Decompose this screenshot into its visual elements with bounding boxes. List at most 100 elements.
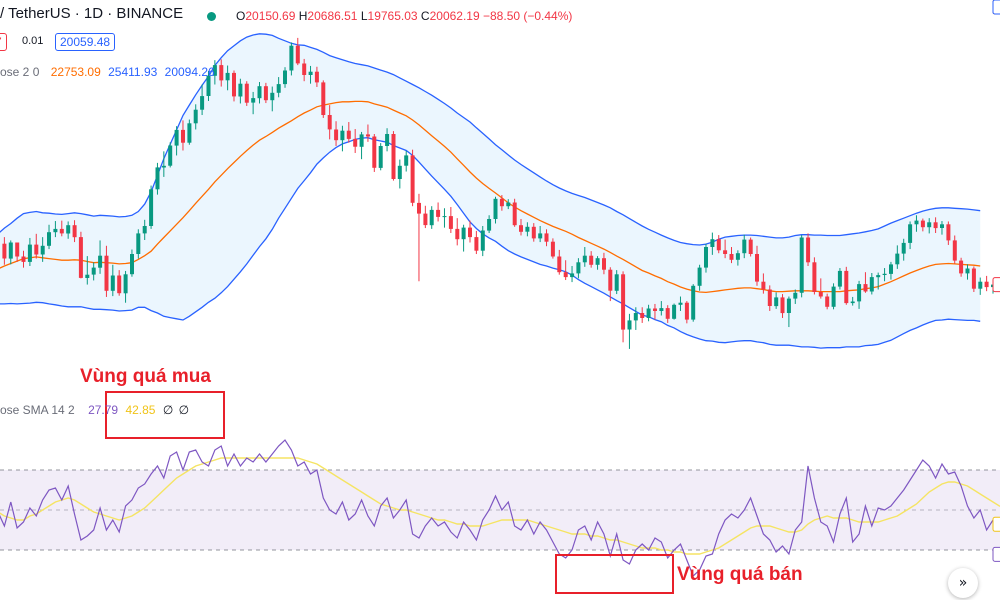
candle-body: [155, 167, 160, 190]
candle-body: [378, 146, 383, 168]
candle-body: [59, 228, 64, 234]
candle-body: [806, 237, 811, 263]
candle-body: [965, 268, 970, 274]
candle-body: [448, 216, 453, 229]
candle-body: [621, 274, 626, 330]
candle: [920, 218, 925, 232]
candle-body: [550, 241, 555, 257]
candle: [455, 218, 460, 246]
candle: [678, 296, 683, 311]
candle: [704, 243, 708, 273]
rsi-scale-marker: [992, 516, 1000, 532]
candle: [850, 296, 855, 306]
candle-body: [959, 260, 964, 274]
candle: [8, 240, 13, 265]
candle: [563, 260, 568, 281]
candle-body: [193, 109, 198, 124]
candle: [487, 215, 492, 233]
candle: [653, 303, 657, 320]
candle-body: [66, 225, 71, 234]
candle-body: [799, 237, 804, 293]
candle-body: [423, 213, 428, 226]
candle-body: [308, 71, 313, 75]
candle: [806, 233, 811, 266]
candle-body: [391, 134, 396, 179]
candle-body: [825, 296, 830, 307]
candle-body: [212, 65, 217, 76]
candle-body: [130, 254, 134, 275]
rsi-panel: [0, 439, 1000, 578]
candle-body: [589, 255, 594, 265]
price-scale-markers: [992, 0, 1000, 562]
candle-body: [493, 198, 498, 219]
rsi-extra-2: ∅: [178, 403, 190, 417]
rsi-legend-label: ose SMA 14 2: [0, 403, 75, 417]
buy-button[interactable]: 20059.48: [55, 33, 116, 51]
candle: [276, 77, 281, 98]
candle-body: [576, 262, 581, 274]
candle-body: [876, 275, 881, 278]
candle-body: [544, 233, 549, 242]
candle-body: [761, 281, 766, 290]
candle-body: [582, 255, 587, 263]
bb-legend[interactable]: ose 2 0 22753.09 25411.93 20094.26: [0, 65, 215, 79]
candle: [531, 223, 536, 242]
candle-body: [499, 198, 504, 207]
candle: [155, 162, 160, 195]
candle: [110, 264, 115, 297]
candle: [308, 65, 313, 84]
candle-body: [971, 268, 976, 289]
candle-body: [295, 45, 300, 64]
candle-body: [8, 242, 13, 259]
scroll-to-realtime-button[interactable]: »: [948, 568, 978, 598]
candle: [889, 261, 893, 280]
candle: [130, 249, 134, 277]
candle-body: [831, 286, 836, 307]
candle: [359, 131, 364, 160]
candle-body: [914, 220, 919, 225]
candle: [340, 125, 345, 152]
bb-legend-label: ose 2 0: [0, 65, 40, 79]
candle: [984, 275, 989, 292]
candle-body: [640, 313, 645, 318]
candle-body: [340, 130, 345, 141]
candle: [448, 207, 453, 233]
candle: [646, 304, 651, 322]
candle: [423, 205, 428, 229]
candle: [672, 303, 677, 320]
overbought-annotation: Vùng quá mua: [80, 366, 211, 387]
candle-body: [940, 224, 944, 228]
candle-body: [710, 239, 715, 247]
candle-body: [895, 253, 900, 265]
candle-body: [104, 255, 109, 291]
sell-button[interactable]: 7: [0, 33, 7, 51]
candle-body: [417, 202, 421, 214]
candle-body: [436, 209, 441, 217]
candle-body: [480, 230, 485, 251]
candle: [959, 257, 964, 277]
candle: [480, 225, 485, 257]
candle-body: [627, 320, 632, 330]
candle-body: [506, 202, 511, 207]
candle-body: [53, 228, 58, 233]
candle-body: [697, 267, 702, 286]
candle-body: [15, 242, 20, 257]
candle-body: [442, 216, 447, 218]
candle: [799, 235, 804, 298]
candle-body: [857, 284, 862, 302]
candle: [901, 238, 906, 261]
candle: [66, 221, 71, 239]
candle-body: [474, 237, 479, 251]
candle: [327, 105, 332, 140]
candle-body: [684, 302, 689, 320]
candle-body: [142, 226, 147, 234]
rsi-legend[interactable]: ose SMA 14 2 27.79 42.85 ∅ ∅: [0, 403, 189, 417]
candle: [844, 266, 849, 305]
candle-body: [27, 244, 32, 262]
candle: [927, 218, 932, 234]
candle: [863, 272, 868, 293]
candle: [589, 251, 594, 268]
candle: [595, 256, 600, 270]
candle-body: [161, 165, 166, 168]
